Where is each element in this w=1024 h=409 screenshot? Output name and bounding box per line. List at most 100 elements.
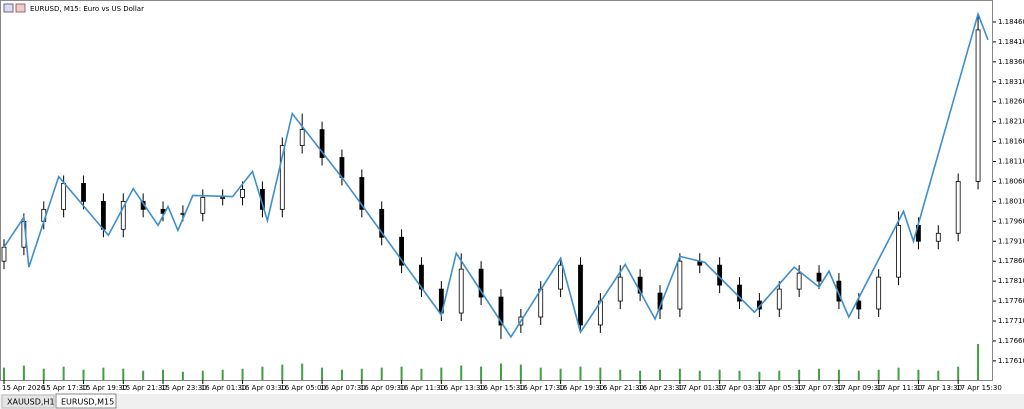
volume-bar — [579, 366, 582, 380]
volume-bar — [917, 369, 920, 380]
volume-bar — [301, 363, 304, 380]
candle-body — [975, 29, 981, 182]
x-tick-label: 16 Apr 09:30 — [360, 384, 406, 392]
y-tick-label: 1.18260 — [998, 98, 1024, 106]
plot-frame — [0, 0, 993, 381]
x-tick-label: 17 Apr 13:30 — [916, 384, 962, 392]
volume-bar — [3, 367, 5, 380]
volume-bar — [559, 368, 562, 380]
candle-body — [478, 268, 484, 298]
candle-body — [81, 183, 86, 202]
volume-bar — [102, 367, 105, 380]
x-tick-label: 15 Apr 19:30 — [82, 384, 128, 392]
icon — [15, 3, 26, 13]
candle-body — [737, 284, 742, 302]
candle-body — [240, 189, 245, 198]
x-tick-label: 15 Apr 2026 — [2, 384, 46, 392]
y-tick-label: 1.17760 — [998, 297, 1024, 305]
volume-bar — [857, 370, 860, 380]
volume-bar — [678, 368, 681, 380]
candle-body — [379, 208, 385, 238]
candle-body — [816, 272, 822, 282]
candle-body — [955, 181, 961, 234]
candle-body — [677, 260, 683, 310]
x-tick-label: 17 Apr 01:30 — [678, 384, 724, 392]
volume-bar — [82, 369, 85, 380]
y-tick-label: 1.17810 — [998, 277, 1024, 285]
volume-bar — [499, 363, 502, 380]
zigzag-line — [3, 11, 989, 339]
volume-bar — [321, 367, 324, 380]
y-tick-label: 1.18410 — [998, 38, 1024, 46]
volume-bar — [400, 366, 403, 380]
volume-bar — [241, 368, 244, 380]
volume-bar — [62, 366, 65, 380]
volume-bar — [758, 371, 761, 380]
x-tick-label: 16 Apr 11:30 — [400, 384, 446, 392]
candle-body — [419, 264, 424, 290]
y-tick-label: 1.17860 — [998, 257, 1024, 265]
x-tick-label: 16 Apr 07:30 — [320, 384, 366, 392]
candle-body — [399, 236, 404, 266]
tab-active[interactable] — [55, 393, 117, 409]
volume-bar — [718, 369, 721, 380]
volume-bar — [420, 368, 423, 380]
y-tick-label: 1.17610 — [998, 357, 1024, 365]
candle-body — [299, 129, 305, 146]
y-tick-label: 1.18460 — [998, 18, 1024, 26]
volume-bar — [281, 364, 284, 380]
volume-bar — [142, 370, 145, 380]
volume-bar — [42, 368, 45, 380]
volume-bar — [340, 369, 343, 380]
candle-body — [776, 288, 782, 310]
volume-bar — [380, 367, 383, 380]
candle-body — [896, 224, 901, 278]
y-tick-label: 1.17660 — [998, 337, 1024, 345]
candle-body — [876, 276, 882, 310]
x-tick-label: 17 Apr 11:30 — [877, 384, 923, 392]
x-tick-label: 17 Apr 07:30 — [797, 384, 843, 392]
x-tick-label: 16 Apr 15:30 — [479, 384, 525, 392]
x-tick-label: 16 Apr 03:30 — [241, 384, 287, 392]
x-tick-label: 17 Apr 15:30 — [956, 384, 1002, 392]
candle-body — [935, 232, 941, 242]
volume-bar — [877, 369, 880, 380]
y-tick-label: 1.17710 — [998, 317, 1024, 325]
volume-bar — [122, 368, 125, 380]
volume-bar — [480, 366, 483, 380]
plot: 1.18460 1.18410 1.18360 1.18310 1.18260 1.182… — [1, 11, 1024, 392]
candle-body — [120, 200, 126, 230]
candle-body — [279, 145, 285, 210]
volume-bar — [698, 370, 701, 380]
icon — [3, 3, 14, 13]
volume-bar — [639, 370, 642, 380]
tab-label[interactable]: XAUUSD,H1 — [7, 398, 55, 407]
candle-body — [856, 300, 862, 310]
volume-bar — [977, 344, 980, 380]
volume-bar — [937, 370, 940, 380]
candle-body — [220, 196, 226, 199]
volume-bar — [599, 367, 602, 380]
volume-bar — [897, 367, 900, 380]
x-tick-label: 16 Apr 21:30 — [598, 384, 644, 392]
x-tick-label: 16 Apr 19:30 — [559, 384, 605, 392]
x-tick-label: 17 Apr 05:30 — [757, 384, 803, 392]
candle-body — [796, 272, 802, 290]
tab-label[interactable]: EURUSD,M15 — [61, 398, 114, 407]
y-tick-label: 1.18160 — [998, 138, 1024, 146]
x-tick-label: 16 Apr 23:30 — [638, 384, 684, 392]
x-tick-label: 16 Apr 05:00 — [280, 384, 326, 392]
y-tick-label: 1.17910 — [998, 237, 1024, 245]
y-tick-label: 1.18110 — [998, 158, 1024, 166]
tab[interactable] — [1, 394, 55, 409]
y-tick-label: 1.18060 — [998, 177, 1024, 185]
x-tick-label: 15 Apr 21:30 — [121, 384, 167, 392]
y-tick-label: 1.17960 — [998, 217, 1024, 225]
x-tick-label: 15 Apr 23:30 — [161, 384, 207, 392]
candle-body — [458, 268, 464, 314]
candle-body — [578, 264, 583, 326]
x-tick-label: 16 Apr 13:30 — [439, 384, 485, 392]
volume-bar — [619, 369, 622, 380]
y-tick-label: 1.18010 — [998, 197, 1024, 205]
